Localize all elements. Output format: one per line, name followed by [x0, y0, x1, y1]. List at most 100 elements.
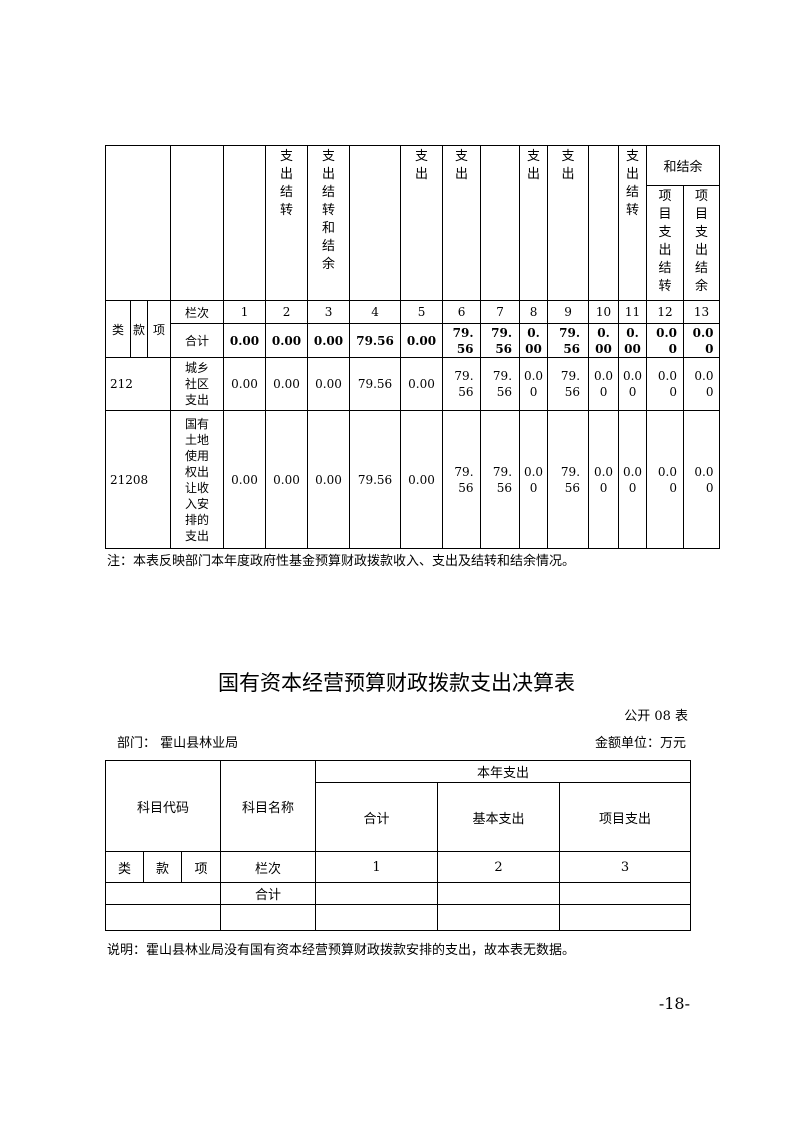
total-label: 合计 [220, 882, 316, 905]
value-cell: 79.56 [349, 357, 402, 411]
code-header-xiang: 项 [181, 851, 221, 883]
code-header-lei: 类 [105, 300, 131, 358]
value-cell: 0.00 [307, 323, 351, 358]
value-cell: 79.56 [442, 323, 482, 358]
index-label: 栏次 [170, 300, 225, 324]
code-header-kuan: 款 [143, 851, 182, 883]
header-cell [349, 145, 402, 301]
value-cell: 79.56 [480, 357, 521, 411]
empty-cell [437, 882, 560, 905]
group-header: 和结余 [646, 145, 721, 186]
value-cell: 79.56 [547, 357, 590, 411]
value-cell: 79.56 [349, 410, 402, 549]
table-row: 212 城乡社区支出 0.00 0.00 0.00 79.56 0.00 79.… [104, 357, 721, 411]
empty-cell [559, 904, 691, 931]
value-cell: 0.00 [588, 357, 620, 411]
value-cell: 79.56 [480, 410, 521, 549]
value-cell: 0.00 [646, 357, 685, 411]
value-cell: 79.56 [442, 357, 482, 411]
code-header-lei: 类 [105, 851, 144, 883]
value-cell: 0.00 [618, 357, 648, 411]
sub-header: 项目支出结转 [646, 185, 685, 301]
value-cell: 79.56 [349, 323, 402, 358]
column-header: 合计 [315, 782, 438, 852]
amount-unit: 金额单位：万元 [594, 736, 686, 751]
empty-cell [315, 904, 438, 931]
group-header: 本年支出 [315, 760, 691, 783]
value-cell: 0.00 [519, 410, 549, 549]
value-cell: 0.00 [519, 323, 549, 358]
value-cell: 79.56 [480, 323, 521, 358]
index-cell: 1 [223, 300, 267, 324]
name-header: 科目名称 [220, 760, 316, 852]
index-cell: 12 [646, 300, 685, 324]
value-cell: 0.00 [588, 410, 620, 549]
sub-header: 项目支出结余 [683, 185, 721, 301]
index-cell: 10 [588, 300, 620, 324]
header-cell: 支出 [400, 145, 444, 301]
government-fund-section: 支出结转 支出结转和结余 支出 支出 支出 支出 支出结转 和结余 项目支出结转… [104, 145, 721, 570]
total-label: 合计 [170, 323, 225, 358]
header-cell [223, 145, 267, 301]
index-cell: 2 [437, 851, 560, 883]
row-code: 21208 [104, 410, 172, 549]
index-cell: 8 [519, 300, 549, 324]
table-number: 公开 08 表 [624, 709, 688, 724]
index-cell: 2 [265, 300, 309, 324]
value-cell: 0.00 [265, 410, 309, 549]
value-cell: 0.00 [265, 323, 309, 358]
row-name: 国有土地使用权出让收入安排的支出 [170, 410, 225, 549]
table2-note: 说明：霍山县林业局没有国有资本经营预算财政拨款安排的支出，故本表无数据。 [107, 943, 576, 958]
column-header: 基本支出 [437, 782, 560, 852]
value-cell: 0.00 [588, 323, 620, 358]
header-cell: 支出结转 [265, 145, 309, 301]
value-cell: 0.00 [618, 323, 648, 358]
table-row: 21208 国有土地使用权出让收入安排的支出 0.00 0.00 0.00 79… [104, 410, 721, 549]
value-cell: 0.00 [265, 357, 309, 411]
header-cell [588, 145, 620, 301]
value-cell: 0.00 [223, 410, 267, 549]
index-cell: 11 [618, 300, 648, 324]
value-cell: 0.00 [646, 410, 685, 549]
index-cell: 6 [442, 300, 482, 324]
total-row: 合计 0.00 0.00 0.00 79.56 0.00 79.56 79.56… [106, 323, 721, 358]
value-cell: 0.00 [646, 323, 685, 358]
code-header: 科目代码 [105, 760, 221, 852]
value-cell: 0.00 [223, 357, 267, 411]
value-cell: 79.56 [547, 323, 590, 358]
value-cell: 0.00 [307, 410, 351, 549]
header-cell: 支出 [442, 145, 482, 301]
column-header: 项目支出 [559, 782, 691, 852]
row-name: 城乡社区支出 [170, 357, 225, 411]
index-cell: 13 [683, 300, 721, 324]
index-cell: 3 [307, 300, 351, 324]
index-cell: 9 [547, 300, 590, 324]
empty-cell [559, 882, 691, 905]
value-cell: 0.00 [618, 410, 648, 549]
page-number: -18- [658, 994, 690, 1013]
value-cell: 0.00 [400, 323, 444, 358]
table1-note: 注：本表反映部门本年度政府性基金预算财政拨款收入、支出及结转和结余情况。 [107, 554, 576, 569]
index-cell: 3 [559, 851, 691, 883]
value-cell: 0.00 [683, 357, 721, 411]
value-cell: 79.56 [547, 410, 590, 549]
value-cell: 0.00 [400, 357, 444, 411]
code-header-xiang: 项 [146, 300, 172, 358]
value-cell: 0.00 [519, 357, 549, 411]
header-cell [480, 145, 521, 301]
code-header-kuan: 款 [130, 300, 148, 358]
index-cell: 7 [480, 300, 521, 324]
page-title: 国有资本经营预算财政拨款支出决算表 [218, 671, 575, 695]
index-cell: 4 [349, 300, 402, 324]
header-blank [104, 145, 172, 301]
value-cell: 0.00 [223, 323, 267, 358]
empty-cell [105, 904, 221, 931]
value-cell: 0.00 [307, 357, 351, 411]
empty-cell [220, 904, 316, 931]
header-cell: 支出 [547, 145, 590, 301]
table-row [105, 904, 691, 931]
value-cell: 0.00 [683, 323, 721, 358]
index-cell: 1 [315, 851, 438, 883]
empty-cell [437, 904, 560, 931]
